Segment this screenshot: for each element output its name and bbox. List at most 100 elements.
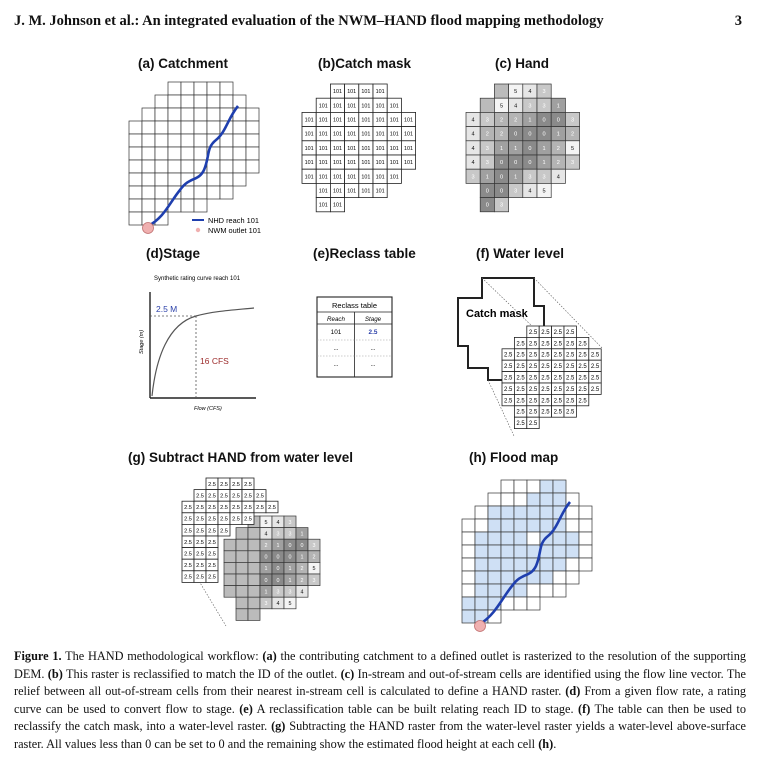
flood-cell [513, 583, 528, 598]
caption-a-tag: (a) [262, 649, 277, 663]
overlay-water-value: 2.5 [220, 494, 228, 500]
overlay-hand-value: 1 [289, 566, 292, 572]
mask-cell [330, 197, 346, 213]
mask-cell-value: 101 [319, 174, 328, 180]
water-cell [526, 416, 540, 429]
mask-cell-value: 101 [347, 89, 356, 95]
hand-cell-value: 3 [543, 89, 546, 95]
mask-cell-value: 101 [390, 132, 399, 138]
overlay-hand-cell [247, 562, 261, 575]
catchment-cell [232, 159, 247, 174]
flood-cell [474, 557, 489, 572]
catchment-cell [167, 81, 182, 96]
hand-cell-value: 1 [543, 146, 546, 152]
catchment-cell [206, 81, 221, 96]
caption-e-tag: (e) [239, 701, 253, 716]
flood-map-grid [461, 479, 593, 624]
catchment-cell [219, 94, 234, 109]
flood-cell [565, 505, 580, 520]
mask-cell [386, 168, 402, 184]
catch-mask-label: Catch mask [466, 308, 529, 320]
catchment-cell [245, 146, 260, 161]
flood-cell [539, 570, 554, 585]
catchment-cell [141, 198, 156, 213]
rating-curve [151, 307, 255, 397]
catchment-cell [180, 198, 195, 213]
overlay-hand-value: 3 [289, 531, 292, 537]
water-cell-value: 2.5 [516, 387, 525, 393]
overlay-water-value: 2.5 [184, 505, 192, 511]
hand-cell-value: 4 [472, 160, 475, 166]
water-cell [563, 405, 577, 418]
water-cell-value: 2.5 [516, 341, 525, 347]
overlay-hand-value: 3 [313, 578, 316, 584]
overlay-hand-cell [235, 585, 249, 598]
catchment-cell [206, 185, 221, 200]
catchment-cell [193, 81, 208, 96]
ellipsis-2: ... [370, 346, 375, 352]
hand-cell-value: 4 [528, 189, 531, 195]
overlay-water-value: 2.5 [220, 528, 228, 534]
panel-f-label: (f) Water level [476, 246, 565, 261]
catchment-cell [141, 146, 156, 161]
flood-cell [487, 570, 502, 585]
water-cell-value: 2.5 [504, 353, 513, 359]
flood-cell [526, 531, 541, 546]
ellipsis-4: ... [370, 362, 375, 368]
mask-cell-value: 101 [333, 203, 342, 209]
reclass-table: Reclass table Reach Stage 101 2.5 ... ..… [316, 296, 393, 378]
overlay-hand-value: 4 [301, 589, 304, 595]
catch-mask-grid: 101 101 101 101 101 101 101 101 101 101 101 101 101 1… [301, 83, 417, 213]
overlay-hand-cell [235, 550, 249, 563]
mask-cell-value: 101 [376, 189, 385, 195]
hand-cell [494, 83, 509, 99]
mask-cell-value: 101 [376, 89, 385, 95]
overlay-hand-value: 3 [265, 601, 268, 607]
water-cell-value: 2.5 [529, 398, 538, 404]
mask-cell [401, 154, 417, 170]
overlay-water-value: 2.5 [208, 482, 216, 488]
hand-cell-value: 0 [486, 203, 489, 209]
caption-g-text: Subtracting the HAND raster from the wat… [14, 719, 746, 751]
mask-cell-value: 101 [390, 174, 399, 180]
caption-fig-label: Figure 1. [14, 649, 62, 663]
mask-cell-value: 101 [305, 174, 314, 180]
mask-cell-value: 101 [376, 118, 385, 124]
flood-cell [500, 479, 515, 494]
mask-cell-value: 101 [347, 189, 356, 195]
water-cell-value: 2.5 [541, 341, 550, 347]
mask-cell-value: 101 [404, 146, 413, 152]
hand-cell-value: 2 [486, 132, 489, 138]
mask-cell-value: 101 [333, 146, 342, 152]
catchment-cell [219, 133, 234, 148]
overlay-hand-cell [247, 527, 261, 540]
water-cell-value: 2.5 [541, 376, 550, 382]
overlay-hand-value: 1 [301, 555, 304, 561]
catchment-cell [154, 172, 169, 187]
water-cell-value: 2.5 [566, 398, 575, 404]
flood-cell [513, 505, 528, 520]
caption-c-text: In-stream and out-of-stream cells are id… [14, 666, 746, 699]
overlay-hand-cell [235, 573, 249, 586]
flood-cell [578, 557, 593, 572]
catchment-cell [154, 94, 169, 109]
mask-cell-value: 101 [319, 103, 328, 109]
x-axis-label: Flow (CFS) [194, 406, 222, 412]
catchment-cell [167, 133, 182, 148]
hand-cell-value: 0 [500, 160, 503, 166]
water-cell-value: 2.5 [566, 341, 575, 347]
water-cell-value: 2.5 [504, 387, 513, 393]
overlay-hand-value: 2 [265, 543, 268, 549]
overlay-hand-value: 4 [277, 520, 280, 526]
mask-cell-value: 101 [361, 146, 370, 152]
catchment-cell [232, 120, 247, 135]
hand-cell-value: 3 [514, 189, 517, 195]
hand-cell-value: 3 [543, 174, 546, 180]
hand-cell-value: 3 [571, 160, 574, 166]
caption-f-tag: (f) [578, 701, 591, 716]
overlay-hand-cell [223, 573, 237, 586]
overlay-hand-value: 3 [277, 531, 280, 537]
flood-cell [461, 531, 476, 546]
catchment-cell [141, 133, 156, 148]
overlay-water-value: 2.5 [232, 482, 240, 488]
